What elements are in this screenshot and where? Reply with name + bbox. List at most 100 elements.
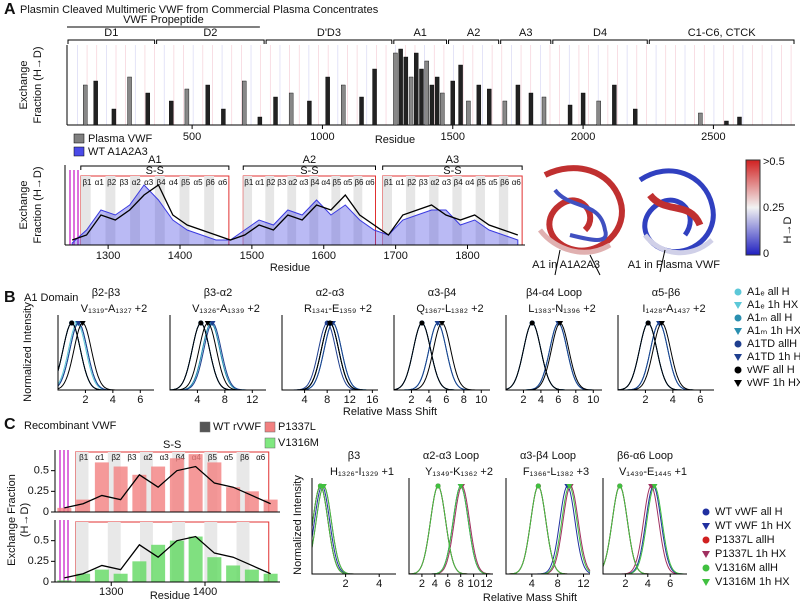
plot-title: β6-α6 Loop xyxy=(617,450,673,462)
intensity-curve xyxy=(506,485,591,575)
intensity-curve xyxy=(394,322,490,391)
intensity-curve xyxy=(618,322,714,391)
bar xyxy=(502,100,508,126)
bar xyxy=(408,76,414,126)
domain-bracket xyxy=(67,39,156,44)
ss-name: α2 xyxy=(144,453,154,462)
bar xyxy=(580,92,586,126)
peptide-label: R₁₃₄₁-E₁₃₅₉ +2 xyxy=(304,303,372,315)
legend-marker xyxy=(702,551,710,558)
x-tick-label: 4 xyxy=(194,394,200,406)
bar xyxy=(113,466,128,512)
domain-bracket xyxy=(265,39,393,44)
ss-stripe xyxy=(353,176,363,245)
ss-name: β3 xyxy=(119,178,129,187)
intensity-curve xyxy=(506,322,602,391)
y-axis-label: Exchange Fraction xyxy=(6,474,18,566)
bar xyxy=(596,100,601,126)
ss-stripe xyxy=(80,176,91,245)
x-tick-label: 8 xyxy=(324,394,330,406)
domain-label: A2 xyxy=(467,27,480,39)
x-tick-label: 4 xyxy=(110,394,116,406)
ss-name: β1 xyxy=(244,178,254,187)
intensity-curve xyxy=(393,322,490,391)
x-tick-label: 6 xyxy=(443,394,449,406)
legend-marker xyxy=(734,328,742,335)
intensity-curve xyxy=(282,322,378,391)
bar xyxy=(132,474,147,512)
domain-label: D1 xyxy=(104,27,118,39)
intensity-curve xyxy=(506,485,590,575)
legend-swatch xyxy=(73,146,85,157)
bar xyxy=(111,108,117,126)
y-tick-label: 0.5 xyxy=(34,535,49,547)
bar xyxy=(76,573,91,582)
legend-marker xyxy=(734,302,742,309)
plot-title: β3-α2 xyxy=(204,287,233,299)
legend-label: P1337L 1h HX xyxy=(715,548,787,560)
ss-name: α4 xyxy=(321,178,331,187)
ss-name: β2 xyxy=(407,178,417,187)
plot-title: β4-α4 Loop xyxy=(526,287,582,299)
x-tick-label: 8 xyxy=(461,394,467,406)
domain-bracket xyxy=(500,39,552,44)
peak-marker xyxy=(651,484,658,489)
bar xyxy=(205,84,210,126)
structure-label: A1 in A1A2A3 xyxy=(532,259,600,271)
axes xyxy=(393,315,490,391)
bar xyxy=(263,573,278,582)
bar xyxy=(226,565,241,582)
legend-label: V1316M 1h HX xyxy=(715,576,790,588)
ss-name: α6 xyxy=(256,453,266,462)
ss-name: α4 xyxy=(169,178,179,187)
intensity-curve xyxy=(393,322,490,391)
ss-stripe xyxy=(243,176,253,245)
domain-bracket xyxy=(156,39,265,44)
bar xyxy=(737,116,742,126)
legend-marker xyxy=(702,564,710,572)
intensity-curve xyxy=(409,485,493,575)
ss-stripe xyxy=(105,176,116,245)
peak-marker xyxy=(566,484,573,489)
intensity-curve xyxy=(506,485,590,575)
x-axis-label: Relative Mass Shift xyxy=(483,592,577,604)
series-line xyxy=(64,465,271,509)
intensity-curve xyxy=(394,322,490,391)
ss-name: β5 xyxy=(208,453,218,462)
domain-label: A3 xyxy=(519,27,532,39)
domain-label: A1 xyxy=(413,27,426,39)
colorbar-title: H→D xyxy=(782,217,794,244)
ss-stripe xyxy=(452,176,462,245)
intensity-curve xyxy=(311,485,396,575)
legend-label: A1ₑ 1h HX xyxy=(747,299,799,311)
intensity-curve xyxy=(618,322,714,391)
x-tick-label: 2 xyxy=(520,394,526,406)
intensity-curve xyxy=(618,322,714,391)
ss-name: α3 xyxy=(299,178,309,187)
intensity-curve xyxy=(618,322,714,391)
x-axis-label: Relative Mass Shift xyxy=(343,406,437,418)
ss-name: β6 xyxy=(240,453,250,462)
bar xyxy=(724,120,729,126)
bar xyxy=(466,100,471,126)
intensity-curve xyxy=(617,322,714,391)
bar xyxy=(151,466,166,512)
intensity-curve xyxy=(394,322,490,391)
ss-name: β5 xyxy=(477,178,487,187)
x-tick-label: 4 xyxy=(432,578,438,590)
domain-bracket xyxy=(648,39,795,44)
ss-stripe xyxy=(382,176,392,245)
bar xyxy=(188,536,203,582)
intensity-curve xyxy=(506,485,591,575)
legend-label: A1ₘ 1h HX xyxy=(747,325,800,337)
ss-name: α3 xyxy=(144,178,154,187)
ss-name: α5 xyxy=(343,178,353,187)
ss-name: α6 xyxy=(218,178,228,187)
ss-stripe xyxy=(75,522,89,582)
bar xyxy=(633,108,638,126)
ss-stripe xyxy=(154,176,165,245)
domain-bracket xyxy=(393,39,448,44)
series-area xyxy=(71,184,519,246)
x-tick-label: 10 xyxy=(467,578,479,590)
bar xyxy=(184,88,190,126)
